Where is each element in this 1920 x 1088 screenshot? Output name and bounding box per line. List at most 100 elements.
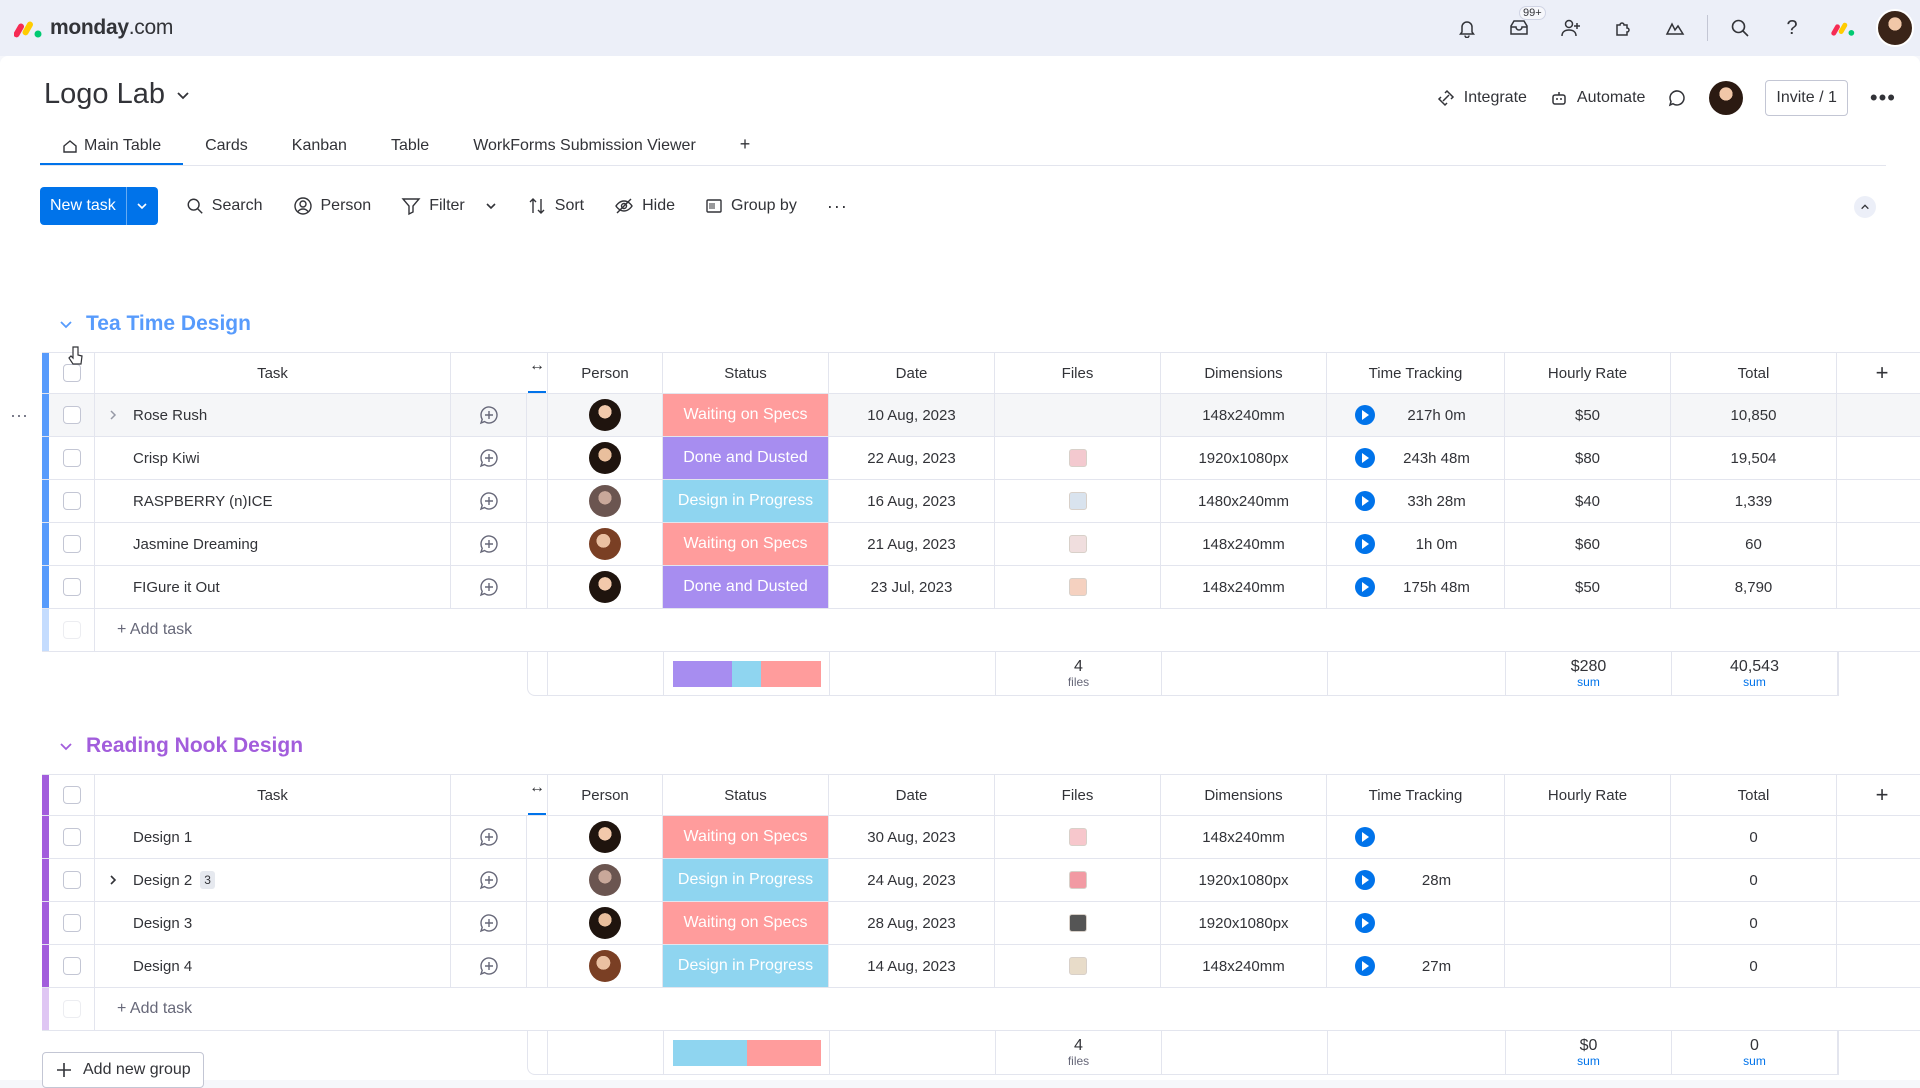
add-update-icon[interactable]	[451, 816, 527, 858]
column-header-task[interactable]: Task	[95, 353, 451, 393]
time-tracking-cell[interactable]: 175h 48m	[1327, 566, 1505, 608]
hourly-rate-cell[interactable]: $60	[1505, 523, 1671, 565]
time-tracking-cell[interactable]	[1327, 816, 1505, 858]
tab-kanban[interactable]: Kanban	[291, 137, 347, 154]
status-cell[interactable]: Design in Progress	[663, 859, 829, 901]
integrate-button[interactable]: Integrate	[1436, 88, 1527, 108]
ai-assistant-icon[interactable]	[1649, 0, 1701, 56]
add-new-group-button[interactable]: Add new group	[42, 1052, 204, 1088]
column-header-person[interactable]: Person	[547, 775, 663, 815]
person-cell[interactable]	[547, 523, 663, 565]
hourly-rate-summary[interactable]: $280 sum	[1506, 652, 1672, 695]
automate-button[interactable]: Automate	[1549, 88, 1645, 108]
add-column-icon[interactable]: +	[1875, 782, 1889, 807]
help-icon[interactable]: ?	[1786, 16, 1798, 39]
status-summary-segment[interactable]	[672, 660, 732, 687]
column-header-date[interactable]: Date	[829, 775, 995, 815]
row-checkbox[interactable]	[49, 816, 95, 858]
updates-chat-icon[interactable]	[1667, 88, 1687, 108]
tab-main-table[interactable]: Main Table	[40, 137, 184, 165]
play-timer-icon[interactable]	[1354, 577, 1375, 597]
user-avatar[interactable]	[1870, 0, 1920, 56]
person-cell[interactable]	[547, 566, 663, 608]
add-task-input[interactable]: + Add task	[117, 1000, 193, 1017]
add-update-icon[interactable]	[451, 902, 527, 944]
add-update-icon[interactable]	[451, 394, 527, 436]
person-filter-button[interactable]: Person	[293, 196, 371, 216]
tab-cards[interactable]: Cards	[205, 137, 248, 154]
date-cell[interactable]: 23 Jul, 2023	[829, 566, 995, 608]
select-all-checkbox[interactable]	[49, 775, 95, 815]
time-tracking-cell[interactable]: 28m	[1327, 859, 1505, 901]
date-cell[interactable]: 16 Aug, 2023	[829, 480, 995, 522]
add-update-icon[interactable]	[451, 566, 527, 608]
hourly-rate-cell[interactable]: $50	[1505, 566, 1671, 608]
table-row[interactable]: FIGure it Out Done and Dusted 23 Jul, 2023…	[42, 566, 1920, 609]
file-thumbnail[interactable]	[1068, 535, 1087, 553]
file-thumbnail[interactable]	[1068, 449, 1087, 467]
date-cell[interactable]: 24 Aug, 2023	[829, 859, 995, 901]
task-name-cell[interactable]: RASPBERRY (n)ICE	[95, 480, 451, 522]
row-checkbox[interactable]	[49, 902, 95, 944]
file-thumbnail[interactable]	[1068, 828, 1087, 846]
task-name-cell[interactable]: Rose Rush	[95, 394, 451, 436]
play-timer-icon[interactable]	[1354, 405, 1375, 425]
task-name-cell[interactable]: Design 1	[95, 816, 451, 858]
column-resize-icon[interactable]: ↔	[527, 775, 547, 815]
play-timer-icon[interactable]	[1354, 870, 1375, 890]
status-summary[interactable]	[664, 652, 830, 695]
apps-marketplace-icon[interactable]	[1597, 0, 1649, 56]
invite-members-icon[interactable]	[1545, 0, 1597, 56]
row-checkbox[interactable]	[49, 480, 95, 522]
chevron-down-icon[interactable]	[58, 738, 74, 754]
dimensions-cell[interactable]: 1920x1080px	[1161, 859, 1327, 901]
add-task-input[interactable]: + Add task	[117, 621, 193, 638]
task-name-cell[interactable]: Crisp Kiwi	[95, 437, 451, 479]
play-timer-icon[interactable]	[1354, 956, 1375, 976]
status-cell[interactable]: Done and Dusted	[663, 437, 829, 479]
dimensions-cell[interactable]: 148x240mm	[1161, 523, 1327, 565]
total-summary[interactable]: 40,543 sum	[1672, 652, 1838, 695]
hourly-rate-cell[interactable]	[1505, 816, 1671, 858]
table-row[interactable]: Design 2 3 Design in Progress 24 Aug, 2023 1…	[42, 859, 1920, 902]
board-owner-avatar[interactable]	[1709, 81, 1744, 115]
date-cell[interactable]: 30 Aug, 2023	[829, 816, 995, 858]
row-checkbox[interactable]	[49, 945, 95, 987]
column-header-total[interactable]: Total	[1671, 353, 1837, 393]
files-cell[interactable]	[995, 394, 1161, 436]
status-summary-segment[interactable]	[746, 1039, 821, 1066]
row-checkbox[interactable]	[49, 523, 95, 565]
files-cell[interactable]	[995, 566, 1161, 608]
total-summary[interactable]: 0 sum	[1672, 1031, 1838, 1074]
date-cell[interactable]: 10 Aug, 2023	[829, 394, 995, 436]
person-cell[interactable]	[547, 437, 663, 479]
file-thumbnail[interactable]	[1068, 871, 1087, 889]
collapse-toolbar-icon[interactable]	[1854, 196, 1876, 218]
file-thumbnail[interactable]	[1068, 578, 1087, 596]
hide-button[interactable]: Hide	[614, 196, 675, 216]
row-checkbox[interactable]	[49, 859, 95, 901]
dimensions-cell[interactable]: 148x240mm	[1161, 816, 1327, 858]
sort-button[interactable]: Sort	[527, 196, 584, 216]
person-cell[interactable]	[547, 394, 663, 436]
search-icon[interactable]	[1714, 0, 1766, 56]
dimensions-cell[interactable]: 148x240mm	[1161, 945, 1327, 987]
chevron-down-icon[interactable]	[58, 316, 74, 332]
subitems-count[interactable]: 3	[200, 871, 215, 889]
column-header-hourly-rate[interactable]: Hourly Rate	[1505, 775, 1671, 815]
group-title[interactable]: Reading Nook Design	[58, 734, 303, 758]
files-cell[interactable]	[995, 437, 1161, 479]
time-tracking-cell[interactable]: 33h 28m	[1327, 480, 1505, 522]
row-checkbox[interactable]	[49, 394, 95, 436]
chevron-right-icon[interactable]	[107, 874, 119, 886]
status-cell[interactable]: Waiting on Specs	[663, 902, 829, 944]
column-header-person[interactable]: Person	[547, 353, 663, 393]
time-tracking-cell[interactable]: 1h 0m	[1327, 523, 1505, 565]
play-timer-icon[interactable]	[1354, 448, 1375, 468]
task-name-cell[interactable]: Design 4	[95, 945, 451, 987]
dimensions-cell[interactable]: 1920x1080px	[1161, 902, 1327, 944]
task-name-cell[interactable]: Jasmine Dreaming	[95, 523, 451, 565]
task-name-cell[interactable]: Design 3	[95, 902, 451, 944]
status-cell[interactable]: Design in Progress	[663, 480, 829, 522]
